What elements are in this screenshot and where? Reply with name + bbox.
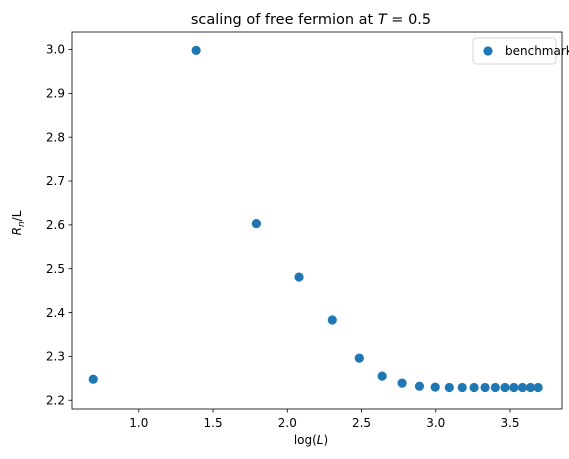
x-tick-label: 2.0 <box>278 416 297 430</box>
data-point <box>327 315 337 325</box>
y-tick-label: 2.9 <box>46 87 65 101</box>
x-tick-label: 1.0 <box>129 416 148 430</box>
legend-label: benchmark <box>505 44 569 58</box>
data-point <box>251 218 262 229</box>
y-tick-label: 3.0 <box>46 43 65 57</box>
data-point <box>480 382 490 393</box>
x-axis-label: log(L) <box>294 433 328 447</box>
y-axis-label: Rn/L <box>10 210 27 235</box>
data-point <box>509 382 519 393</box>
data-point <box>354 353 364 363</box>
data-point <box>191 45 201 56</box>
x-tick-label: 3.5 <box>500 416 519 430</box>
y-tick-label: 2.4 <box>46 306 65 320</box>
y-tick-label: 2.3 <box>46 350 65 364</box>
data-point <box>490 382 500 393</box>
y-tick-label: 2.8 <box>46 130 65 144</box>
data-point <box>88 374 98 384</box>
chart-title: scaling of free fermion at T = 0.5 <box>191 12 431 28</box>
data-point <box>469 382 479 393</box>
data-point <box>444 382 454 393</box>
y-tick-label: 2.2 <box>46 393 65 407</box>
legend-box <box>472 37 557 65</box>
x-tick-label: 1.5 <box>204 416 223 430</box>
x-tick-label: 2.5 <box>352 416 371 430</box>
data-point <box>414 381 425 391</box>
legend-marker <box>483 46 493 56</box>
data-point <box>517 382 528 393</box>
y-tick-label: 2.6 <box>46 218 65 232</box>
data-point <box>430 382 440 392</box>
data-point <box>457 382 467 393</box>
data-point <box>525 382 536 393</box>
legend: benchmark <box>472 37 569 65</box>
data-point <box>377 371 387 381</box>
plot-frame <box>71 31 563 410</box>
data-point <box>294 272 304 282</box>
data-point <box>397 378 407 388</box>
tick-group: 1.0 1.5 2.0 2.5 3.0 3.5 2.2 2.3 2.4 2.5 2.6 2.7 2.8 2… <box>46 43 520 430</box>
data-points <box>88 45 543 393</box>
x-tick-label: 3.0 <box>426 416 445 430</box>
y-tick-label: 2.7 <box>46 174 65 188</box>
data-point <box>533 382 543 393</box>
data-point <box>500 382 510 393</box>
y-tick-label: 2.5 <box>46 262 65 276</box>
